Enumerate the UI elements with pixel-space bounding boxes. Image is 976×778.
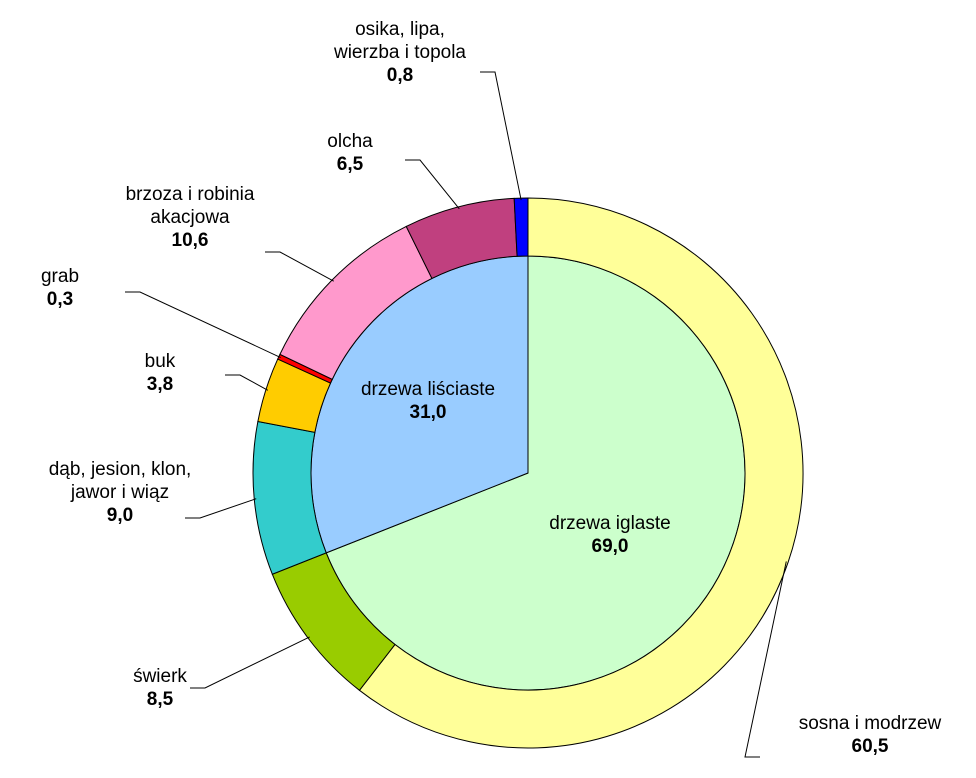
slice-name: brzoza i robinia akacjowa	[125, 184, 255, 228]
slice-label: drzewa iglaste 69,0	[460, 512, 760, 558]
slice-value: 0,8	[386, 65, 414, 86]
slice-label: grab 0,3	[0, 265, 210, 311]
slice-label: drzewa liściaste 31,0	[278, 378, 578, 424]
leader-line	[744, 561, 787, 758]
slice-value: 69,0	[591, 536, 629, 557]
slice-name: drzewa iglaste	[549, 513, 671, 534]
slice-value: 6,5	[336, 154, 364, 175]
slice	[513, 197, 529, 257]
slice-name: osika, lipa, wierzba i topola	[333, 19, 467, 63]
slice-label: świerk 8,5	[10, 665, 310, 711]
slice-label: sosna i modrzew 60,5	[720, 712, 976, 758]
leader-line	[125, 291, 281, 358]
slice-label: osika, lipa, wierzba i topola 0,8	[250, 18, 550, 87]
slice-name: grab	[40, 266, 80, 287]
leader-line	[190, 636, 310, 689]
slice-value: 0,3	[46, 289, 74, 310]
slice-name: buk	[144, 351, 176, 372]
slice-value: 60,5	[851, 736, 889, 757]
slice-name: dąb, jesion, klon, jawor i wiąz	[48, 459, 192, 503]
slice-value: 3,8	[146, 374, 174, 395]
slice-name: olcha	[327, 131, 373, 152]
slice-label: dąb, jesion, klon, jawor i wiąz 9,0	[0, 458, 270, 527]
slice-label: olcha 6,5	[200, 130, 500, 176]
leader-line	[265, 251, 334, 282]
slice-name: świerk	[133, 666, 187, 687]
slice	[358, 197, 804, 749]
leader-line	[405, 159, 460, 210]
slice-value: 31,0	[409, 402, 447, 423]
slice-value: 8,5	[146, 689, 174, 710]
leader-line	[480, 71, 522, 201]
slice-name: drzewa liściaste	[360, 379, 496, 400]
slice-label: brzoza i robinia akacjowa 10,6	[40, 183, 340, 252]
slice-value: 10,6	[171, 230, 209, 251]
leader-line	[185, 498, 257, 519]
slice-name: sosna i modrzew	[798, 713, 942, 734]
slice-value: 9,0	[106, 505, 134, 526]
leader-line	[225, 374, 269, 391]
slice-label: buk 3,8	[10, 350, 310, 396]
